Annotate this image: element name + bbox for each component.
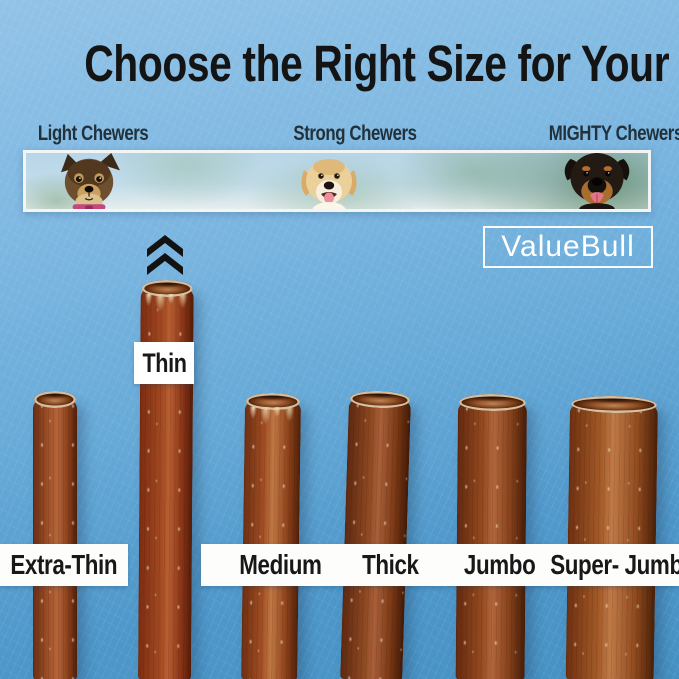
bully-stick-extra-thin xyxy=(33,391,77,679)
stick-coating-drips xyxy=(246,406,299,430)
page-title: Choose the Right Size for Your Dog xyxy=(0,34,679,93)
stick-coating-drips xyxy=(142,293,192,317)
size-label-thick: Thick xyxy=(361,549,419,580)
brand-logo: ValueBull xyxy=(483,226,653,268)
page-title-text: Choose the Right Size for Your Dog xyxy=(84,35,679,92)
bully-stick-jumbo xyxy=(455,393,527,679)
bully-stick-thick xyxy=(340,390,411,679)
stick-cut-end xyxy=(570,395,658,414)
rottweiler-photo xyxy=(564,153,630,209)
label-band-right xyxy=(201,544,679,586)
size-label-jumbo: Jumbo xyxy=(464,549,536,580)
labrador-photo xyxy=(301,159,357,209)
stick-cut-end xyxy=(34,391,76,408)
bully-stick-super-jumbo xyxy=(565,395,658,679)
yorkshire-terrier-photo xyxy=(61,153,120,209)
size-label-thin: Thin xyxy=(134,342,194,384)
chewer-label-mighty: MIGHTY Chewers xyxy=(548,122,679,145)
size-label-extra-thin: Extra-Thin xyxy=(10,549,118,580)
stick-cut-end xyxy=(458,393,527,412)
size-label-super-jumbo: Super- Jumbo xyxy=(550,549,679,580)
brand-name: ValueBull xyxy=(501,230,635,263)
label-band-left xyxy=(0,544,128,586)
bully-stick-medium xyxy=(241,392,301,679)
chewer-label-light: Light Chewers xyxy=(37,122,149,145)
dog-size-banner xyxy=(23,150,651,212)
double-chevron-up-icon xyxy=(147,235,183,275)
chewer-label-strong: Strong Chewers xyxy=(293,122,417,145)
size-label-medium: Medium xyxy=(238,549,322,580)
stick-cut-end xyxy=(349,390,411,409)
